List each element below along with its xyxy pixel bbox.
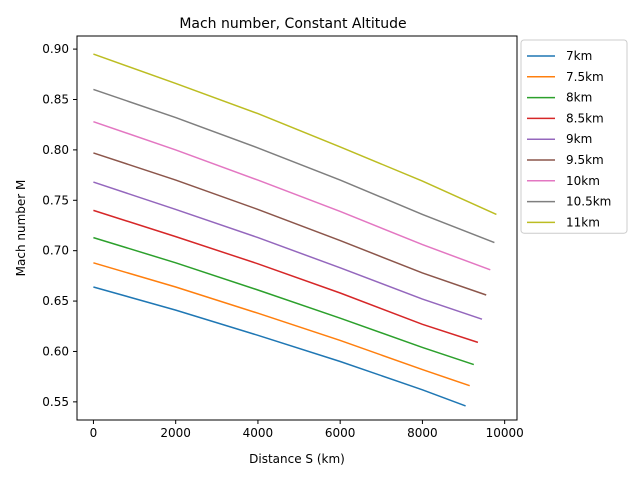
x-tick-label: 6000	[325, 426, 356, 440]
series-line-7km	[93, 286, 466, 407]
series-line-7.5km	[93, 262, 470, 387]
y-tick-label: 0.65	[42, 294, 69, 308]
y-axis: 0.55 0.60 0.65 0.70 0.75 0.80 0.85 0.90	[42, 42, 77, 409]
x-tick-label: 4000	[243, 426, 274, 440]
chart-title: Mach number, Constant Altitude	[179, 16, 406, 32]
legend-label: 7.5km	[566, 70, 604, 84]
series-line-8.5km	[93, 209, 479, 344]
legend-label: 7km	[566, 49, 592, 63]
x-axis-label: Distance S (km)	[249, 452, 345, 466]
y-axis-label: Mach number M	[14, 180, 28, 277]
series-line-8km	[93, 236, 475, 366]
y-tick-label: 0.90	[42, 42, 69, 56]
x-tick-label: 2000	[160, 426, 191, 440]
y-tick-label: 0.60	[42, 344, 69, 358]
y-tick-label: 0.85	[42, 92, 69, 106]
x-tick-label: 0	[90, 426, 98, 440]
series-line-10.5km	[93, 88, 495, 244]
series-line-10km	[93, 120, 491, 271]
legend-label: 8.5km	[566, 111, 604, 125]
legend-box	[520, 39, 628, 234]
legend-label: 10km	[566, 174, 600, 188]
series-line-9km	[93, 181, 483, 320]
x-tick-label: 10000	[486, 426, 524, 440]
series-line-11km	[93, 53, 497, 216]
legend-label: 9.5km	[566, 153, 604, 167]
y-tick-label: 0.80	[42, 143, 69, 157]
x-tick-label: 8000	[407, 426, 438, 440]
x-axis: 0 2000 4000 6000 8000 10000	[90, 420, 524, 440]
legend-label: 11km	[566, 215, 600, 229]
plot-frame	[76, 35, 518, 421]
series-line-9.5km	[93, 152, 487, 296]
legend-label: 10.5km	[566, 195, 611, 209]
y-tick-label: 0.75	[42, 193, 69, 207]
y-tick-label: 0.70	[42, 244, 69, 258]
series-lines	[93, 53, 497, 407]
legend: 7km 7.5km 8km 8.5km 9km 9.5km 10km 10.5km 11km	[520, 39, 628, 234]
y-tick-label: 0.55	[42, 395, 69, 409]
legend-label: 8km	[566, 91, 592, 105]
legend-label: 9km	[566, 132, 592, 146]
